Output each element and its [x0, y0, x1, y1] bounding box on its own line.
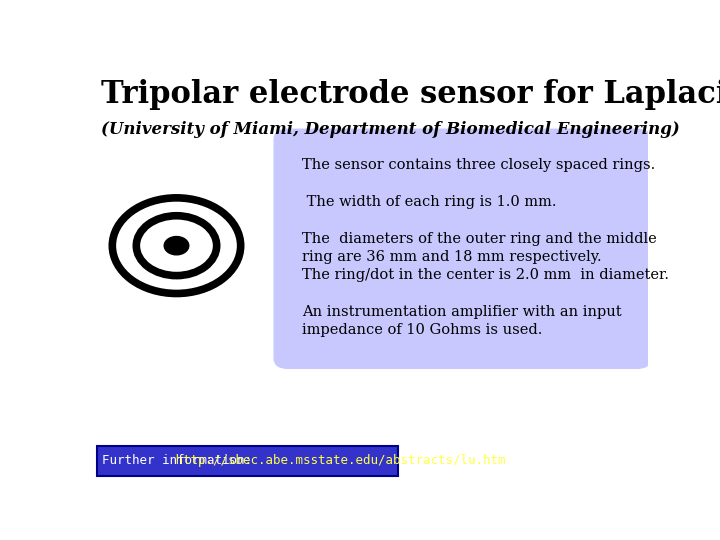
Text: http://sbec.abe.msstate.edu/abstracts/lu.htm: http://sbec.abe.msstate.edu/abstracts/lu… — [168, 454, 505, 467]
Text: The sensor contains three closely spaced rings.: The sensor contains three closely spaced… — [302, 158, 655, 172]
FancyBboxPatch shape — [96, 446, 398, 476]
Text: Tripolar electrode sensor for Laplacian cardiograms: Tripolar electrode sensor for Laplacian … — [101, 79, 720, 110]
Text: The width of each ring is 1.0 mm.: The width of each ring is 1.0 mm. — [302, 195, 557, 209]
Text: Further information:: Further information: — [102, 454, 252, 467]
Text: (University of Miami, Department of Biomedical Engineering): (University of Miami, Department of Biom… — [101, 121, 680, 138]
Text: The ring/dot in the center is 2.0 mm  in diameter.: The ring/dot in the center is 2.0 mm in … — [302, 268, 669, 282]
Text: An instrumentation amplifier with an input
impedance of 10 Gohms is used.: An instrumentation amplifier with an inp… — [302, 305, 621, 337]
Text: The  diameters of the outer ring and the middle
ring are 36 mm and 18 mm respect: The diameters of the outer ring and the … — [302, 232, 657, 264]
Circle shape — [164, 237, 189, 255]
FancyBboxPatch shape — [274, 129, 651, 368]
